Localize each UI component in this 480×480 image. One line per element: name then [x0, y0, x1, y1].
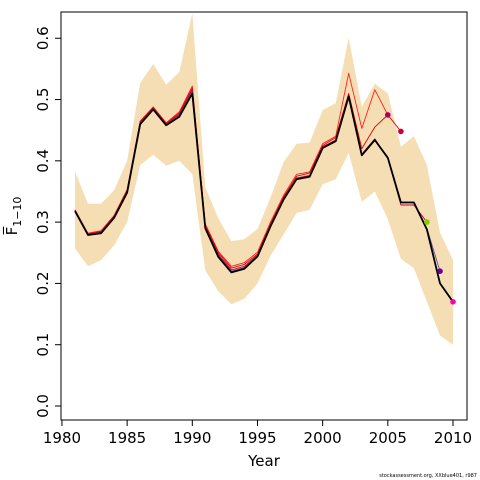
y-tick-label-5: 0.5	[34, 88, 52, 112]
x-tick-label-2005: 2005	[369, 429, 407, 447]
y-tick-label-0: 0.0	[34, 394, 52, 418]
y-axis: 0.0 0.1 0.2 0.3 0.4 0.5 0.6	[34, 26, 61, 418]
end-points-layer	[385, 112, 456, 305]
x-tick-label-1990: 1990	[173, 429, 211, 447]
y-tick-label-6: 0.6	[34, 26, 52, 50]
series-end-point-3	[398, 128, 404, 135]
x-tick-label-2010: 2010	[434, 429, 472, 447]
x-tick-label-1985: 1985	[108, 429, 146, 447]
series-end-point-4	[385, 112, 391, 118]
plot-frame	[60, 11, 468, 421]
x-axis-title: Year	[247, 452, 281, 470]
series-end-point-0	[450, 299, 456, 305]
y-axis-title-subscript: 1−10	[11, 197, 24, 227]
svg-text:F̅1−10: F̅1−10	[2, 197, 24, 236]
y-tick-label-2: 0.2	[34, 271, 52, 295]
x-tick-label-2000: 2000	[304, 429, 342, 447]
series-layer	[74, 72, 454, 303]
credit-text: stockassessment.org, XXblue401, r987	[379, 473, 477, 479]
y-tick-label-1: 0.1	[34, 333, 52, 357]
y-tick-label-4: 0.4	[34, 149, 52, 173]
series-end-point-2	[424, 219, 430, 225]
y-tick-label-3: 0.3	[34, 210, 52, 234]
y-axis-title-main: F̅	[2, 226, 21, 236]
x-tick-label-1995: 1995	[238, 429, 276, 447]
series-end-point-1	[437, 268, 443, 275]
confidence-band	[75, 13, 453, 345]
x-tick-label-1980: 1980	[43, 429, 81, 447]
y-axis-title: F̅1−10	[2, 197, 24, 236]
x-axis: 1980 1985 1990 1995 2000 2005 2010	[43, 420, 472, 447]
confidence-band-layer	[75, 13, 453, 345]
series-line-0	[74, 92, 454, 303]
